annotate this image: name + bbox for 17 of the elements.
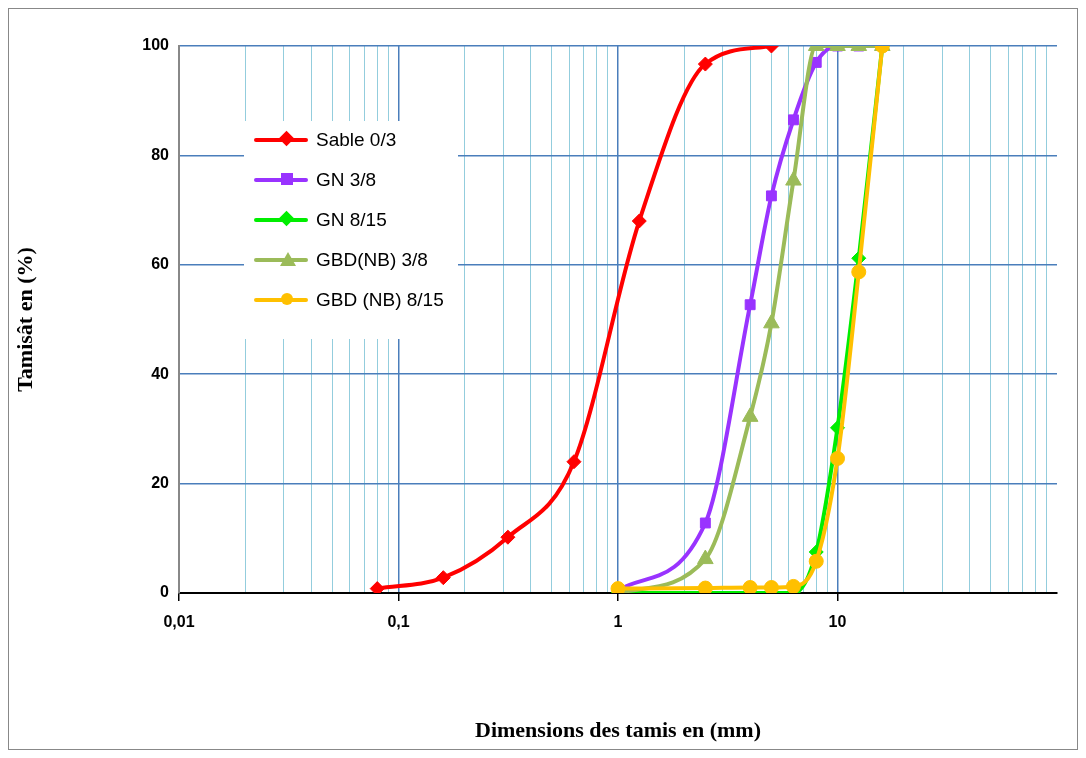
legend-label: GN 8/15 [316,209,387,230]
x-tick-label: 1 [613,613,623,631]
x-axis-title: Dimensions des tamis en (mm) [475,717,761,743]
x-tick-label: 0,01 [163,613,195,631]
legend-label: GBD (NB) 8/15 [316,289,444,310]
y-axis-title: Tamisât en (%) [11,247,37,392]
y-tick-label: 20 [151,474,170,492]
y-tick-label: 100 [142,36,170,54]
legend-label: GN 3/8 [316,169,377,190]
y-tick-label: 60 [151,255,170,273]
y-tick-label: 80 [151,145,170,163]
legend-label: Sable 0/3 [316,129,397,150]
y-tick-label: 0 [160,583,170,601]
legend-label: GBD(NB) 3/8 [316,249,428,270]
y-tick-label: 40 [151,364,170,382]
x-tick-label: 10 [828,613,847,631]
x-tick-label: 0,1 [387,613,410,631]
